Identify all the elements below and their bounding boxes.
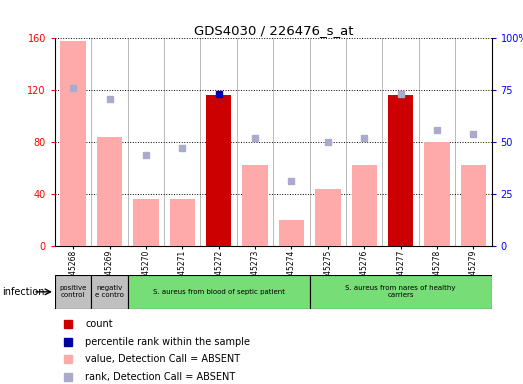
- Bar: [60, 41, 86, 246]
- Text: S. aureus from blood of septic patient: S. aureus from blood of septic patient: [153, 289, 285, 295]
- Bar: [315, 189, 340, 246]
- Text: value, Detection Call = ABSENT: value, Detection Call = ABSENT: [85, 354, 241, 364]
- Bar: [92, 275, 128, 309]
- Bar: [97, 137, 122, 246]
- Bar: [169, 199, 195, 246]
- Bar: [461, 166, 486, 246]
- Bar: [133, 199, 158, 246]
- Text: percentile rank within the sample: percentile rank within the sample: [85, 337, 251, 347]
- Bar: [242, 166, 268, 246]
- Text: positive
control: positive control: [60, 285, 87, 298]
- Bar: [388, 95, 413, 246]
- Text: count: count: [85, 319, 113, 329]
- Bar: [279, 220, 304, 246]
- Bar: [424, 142, 450, 246]
- Text: S. aureus from nares of healthy
carriers: S. aureus from nares of healthy carriers: [345, 285, 456, 298]
- Bar: [128, 275, 310, 309]
- Text: rank, Detection Call = ABSENT: rank, Detection Call = ABSENT: [85, 372, 236, 382]
- Bar: [351, 166, 377, 246]
- Title: GDS4030 / 226476_s_at: GDS4030 / 226476_s_at: [194, 24, 353, 37]
- Bar: [206, 95, 231, 246]
- Bar: [310, 275, 492, 309]
- Text: negativ
e contro: negativ e contro: [95, 285, 124, 298]
- Text: infection: infection: [3, 287, 45, 297]
- Bar: [55, 275, 92, 309]
